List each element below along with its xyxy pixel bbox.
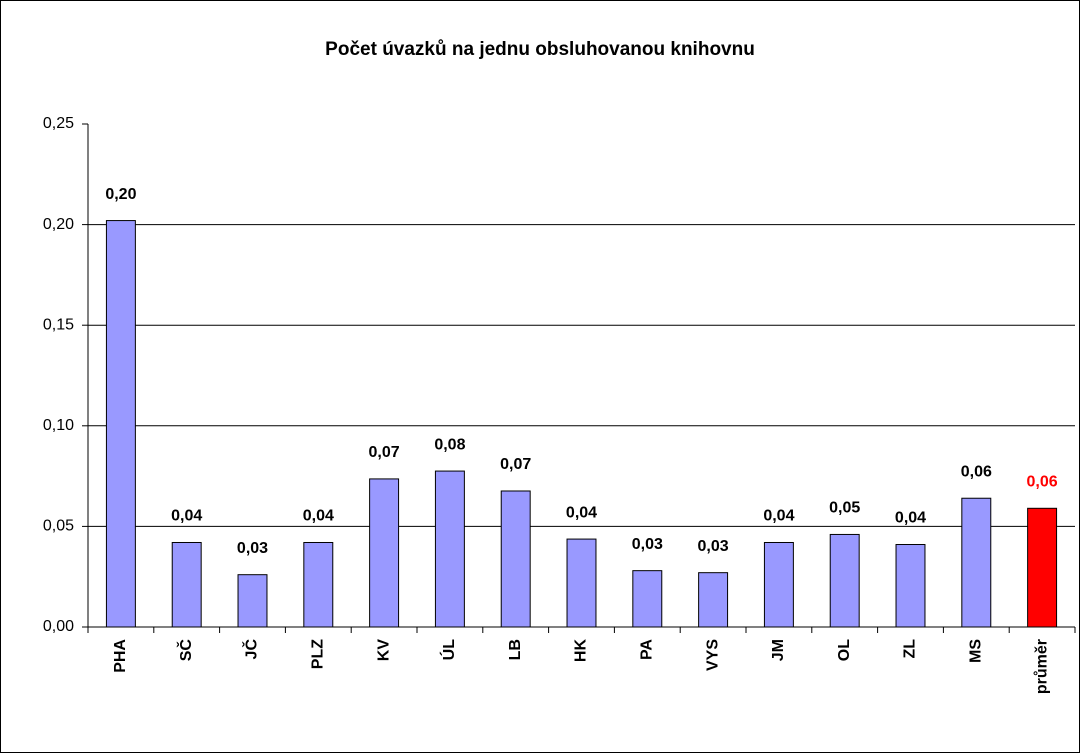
data-label: 0,03 bbox=[237, 540, 268, 557]
bar bbox=[632, 570, 663, 628]
x-tick-label: ÚL bbox=[439, 639, 458, 661]
bar bbox=[237, 574, 268, 628]
x-tick-label: průměr bbox=[1033, 639, 1050, 694]
bar bbox=[434, 470, 465, 628]
data-label: 0,07 bbox=[369, 444, 400, 461]
data-label: 0,06 bbox=[1027, 474, 1058, 491]
bar bbox=[961, 497, 992, 628]
data-label: 0,03 bbox=[632, 536, 663, 553]
x-tick-label: MS bbox=[968, 639, 985, 663]
x-tick-label: OL bbox=[836, 639, 853, 661]
data-label: 0,05 bbox=[829, 500, 860, 517]
x-tick-label: JM bbox=[770, 639, 787, 661]
y-tick-label: 0,15 bbox=[43, 316, 74, 333]
data-label: 0,04 bbox=[171, 508, 202, 525]
bar bbox=[303, 541, 334, 628]
data-label: 0,04 bbox=[895, 510, 926, 527]
x-tick-label: LB bbox=[507, 639, 524, 660]
x-tick-label: PLZ bbox=[310, 639, 327, 669]
y-tick-label: 0,00 bbox=[43, 618, 74, 635]
bar bbox=[500, 490, 531, 628]
x-tick-label: PHA bbox=[112, 639, 129, 673]
y-tick-label: 0,10 bbox=[43, 417, 74, 434]
data-label: 0,04 bbox=[566, 504, 597, 521]
x-tick-label: KV bbox=[375, 639, 392, 662]
bar bbox=[698, 572, 729, 628]
bar bbox=[369, 478, 400, 628]
x-tick-label: VYS bbox=[704, 639, 721, 671]
x-tick-label: SČ bbox=[176, 639, 195, 662]
y-tick-label: 0,05 bbox=[43, 518, 74, 535]
data-label: 0,07 bbox=[500, 456, 531, 473]
x-tick-label: ZL bbox=[902, 639, 919, 659]
bar bbox=[171, 541, 202, 628]
data-label: 0,06 bbox=[961, 463, 992, 480]
y-tick-label: 0,20 bbox=[43, 216, 74, 233]
x-tick-label: PA bbox=[639, 639, 656, 660]
bar bbox=[763, 541, 794, 628]
bar bbox=[105, 220, 136, 628]
data-label: 0,04 bbox=[303, 508, 334, 525]
bar bbox=[895, 544, 926, 628]
bar bbox=[829, 533, 860, 628]
data-label: 0,20 bbox=[105, 186, 136, 203]
x-tick-label: JČ bbox=[242, 639, 261, 660]
data-label: 0,04 bbox=[763, 508, 794, 525]
bar bbox=[1027, 507, 1058, 628]
data-label: 0,03 bbox=[698, 538, 729, 555]
y-tick-label: 0,25 bbox=[43, 115, 74, 132]
bar bbox=[566, 538, 597, 628]
x-tick-label: HK bbox=[573, 639, 590, 663]
data-label: 0,08 bbox=[434, 436, 465, 453]
chart-title: Počet úvazků na jednu obsluhovanou kniho… bbox=[325, 39, 755, 60]
